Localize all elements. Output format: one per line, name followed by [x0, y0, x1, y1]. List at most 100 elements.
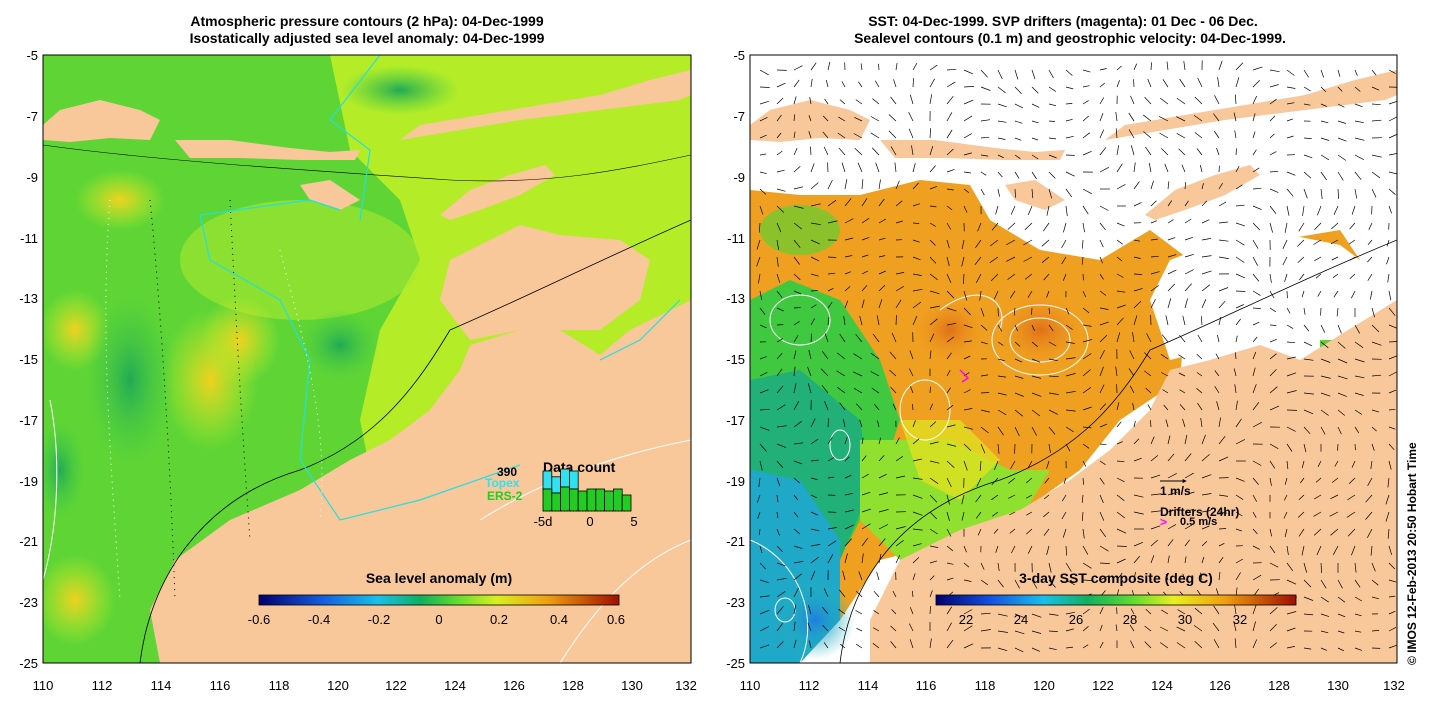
- ers-bar: [552, 493, 561, 511]
- right-y-tick: -17: [726, 413, 745, 428]
- left-x-tick: 126: [503, 678, 525, 693]
- velocity-arrow: [1117, 546, 1127, 547]
- sst-colorbar-title: 3-day SST composite (deg C): [1019, 570, 1213, 586]
- velocity-arrow: [879, 64, 880, 70]
- topex-label: Topex: [485, 476, 520, 490]
- ers-bar: [569, 489, 578, 511]
- hist-axis-label: 5: [630, 514, 637, 529]
- sla-colorbar-tick: -0.2: [368, 612, 390, 627]
- right-y-tick: -15: [726, 352, 745, 367]
- right-x-tick: 116: [916, 678, 937, 693]
- velocity-arrow: [1032, 308, 1033, 315]
- sla-colorbar-tick: 0.2: [490, 612, 508, 627]
- left-y-tick: -19: [19, 474, 38, 489]
- left-y-axis: -5 -7 -9 -11 -13 -15 -17 -19 -21 -23 -25: [19, 48, 38, 671]
- left-y-tick: -21: [19, 534, 38, 549]
- sst-colorbar-tick: 28: [1123, 612, 1137, 627]
- sla-colorbar-tick: -0.4: [308, 612, 330, 627]
- right-x-tick: 132: [1383, 678, 1405, 693]
- sla-colorbar-title: Sea level anomaly (m): [366, 570, 512, 586]
- velocity-arrow: [794, 308, 801, 309]
- ers-bar: [543, 489, 552, 511]
- right-y-axis: -5 -7 -9 -11 -13 -15 -17 -19 -21 -23 -25: [726, 48, 745, 671]
- velocity-arrow: [1134, 274, 1142, 275]
- left-y-tick: -7: [26, 109, 38, 124]
- velocity-arrow: [811, 291, 818, 292]
- right-y-tick: -21: [726, 534, 745, 549]
- ers-bar: [596, 489, 605, 511]
- right-y-tick: -11: [727, 231, 745, 246]
- right-x-axis: 110 112 114 116 118 120 122 124 126 128 …: [740, 678, 1405, 693]
- left-y-tick: -25: [19, 656, 38, 671]
- ers-bar: [622, 495, 631, 511]
- sla-colorbar-strip: [259, 595, 619, 605]
- right-x-tick: 120: [1033, 678, 1055, 693]
- drifter-legend-speed: 0.5 m/s: [1180, 516, 1217, 528]
- left-y-tick: -11: [20, 231, 38, 246]
- ers-bar: [605, 491, 614, 511]
- topex-bar: [543, 471, 552, 489]
- sla-colorbar-tick: 0.4: [550, 612, 568, 627]
- velocity-arrow: [1083, 274, 1084, 280]
- drifter-legend-arrow: >: [1160, 515, 1167, 529]
- left-y-tick: -15: [19, 352, 38, 367]
- right-x-tick: 114: [858, 678, 879, 693]
- left-x-tick: 112: [92, 678, 113, 693]
- left-x-axis: 110 112 114 116 118 120 122 124 126 128 …: [33, 678, 697, 693]
- ers-bar: [578, 491, 587, 511]
- sla-colorbar-tick: 0.6: [607, 612, 625, 627]
- left-x-tick: 132: [675, 678, 697, 693]
- right-x-tick: 128: [1268, 678, 1290, 693]
- left-x-tick: 118: [269, 678, 290, 693]
- left-x-tick: 122: [385, 678, 407, 693]
- left-y-tick: -23: [19, 595, 38, 610]
- velocity-arrow: [913, 404, 914, 410]
- right-x-tick: 110: [740, 678, 761, 693]
- hist-axis-label: -5d: [534, 514, 553, 529]
- left-y-tick: -9: [26, 170, 38, 185]
- velocity-arrow: [811, 147, 812, 155]
- ers-bar: [561, 487, 570, 511]
- sst-colorbar-tick: 30: [1178, 612, 1192, 627]
- credit-text: © IMOS 12-Feb-2013 20:50 Hobart Time: [1405, 442, 1419, 665]
- sst-colorbar-strip: [936, 595, 1296, 605]
- velocity-arrow: [760, 87, 770, 88]
- topex-bar: [561, 469, 570, 487]
- velocity-arrow: [1236, 148, 1237, 155]
- right-x-tick: 124: [1151, 678, 1173, 693]
- left-title-line1: Atmospheric pressure contours (2 hPa): 0…: [190, 13, 543, 29]
- right-x-tick: 130: [1327, 678, 1349, 693]
- right-y-tick: -25: [726, 656, 745, 671]
- velocity-arrow: [913, 223, 919, 224]
- sst-colorbar-tick: 32: [1233, 612, 1247, 627]
- left-y-tick: -17: [19, 413, 38, 428]
- sst-colorbar-tick: 22: [959, 612, 973, 627]
- right-x-tick: 118: [975, 678, 996, 693]
- right-x-tick: 112: [799, 678, 820, 693]
- sla-colorbar-tick: 0: [435, 612, 442, 627]
- data-count-title: Data count: [543, 459, 616, 475]
- right-y-tick: -5: [733, 48, 745, 63]
- topex-bar: [569, 471, 578, 489]
- left-y-tick: -13: [19, 291, 38, 306]
- right-x-tick: 126: [1209, 678, 1231, 693]
- right-title-line2: Sealevel contours (0.1 m) and geostrophi…: [854, 30, 1286, 46]
- right-y-tick: -9: [733, 170, 745, 185]
- left-x-tick: 124: [444, 678, 466, 693]
- velocity-arrow: [896, 315, 897, 325]
- velocity-arrow: [1219, 529, 1226, 530]
- hist-axis-label: 0: [586, 514, 593, 529]
- velocity-arrow: [828, 257, 836, 258]
- velocity-arrow: [1049, 121, 1055, 122]
- left-map: [35, 55, 691, 663]
- right-y-tick: -23: [726, 595, 745, 610]
- topex-bar: [552, 477, 561, 493]
- right-x-tick: 122: [1092, 678, 1114, 693]
- left-title-line2: Isostatically adjusted sea level anomaly…: [190, 30, 545, 46]
- sst-colorbar-tick: 24: [1014, 612, 1028, 627]
- right-y-tick: -7: [733, 109, 745, 124]
- ers-label: ERS-2: [487, 489, 523, 503]
- left-x-tick: 130: [621, 678, 643, 693]
- right-title-line1: SST: 04-Dec-1999. SVP drifters (magenta)…: [868, 13, 1258, 29]
